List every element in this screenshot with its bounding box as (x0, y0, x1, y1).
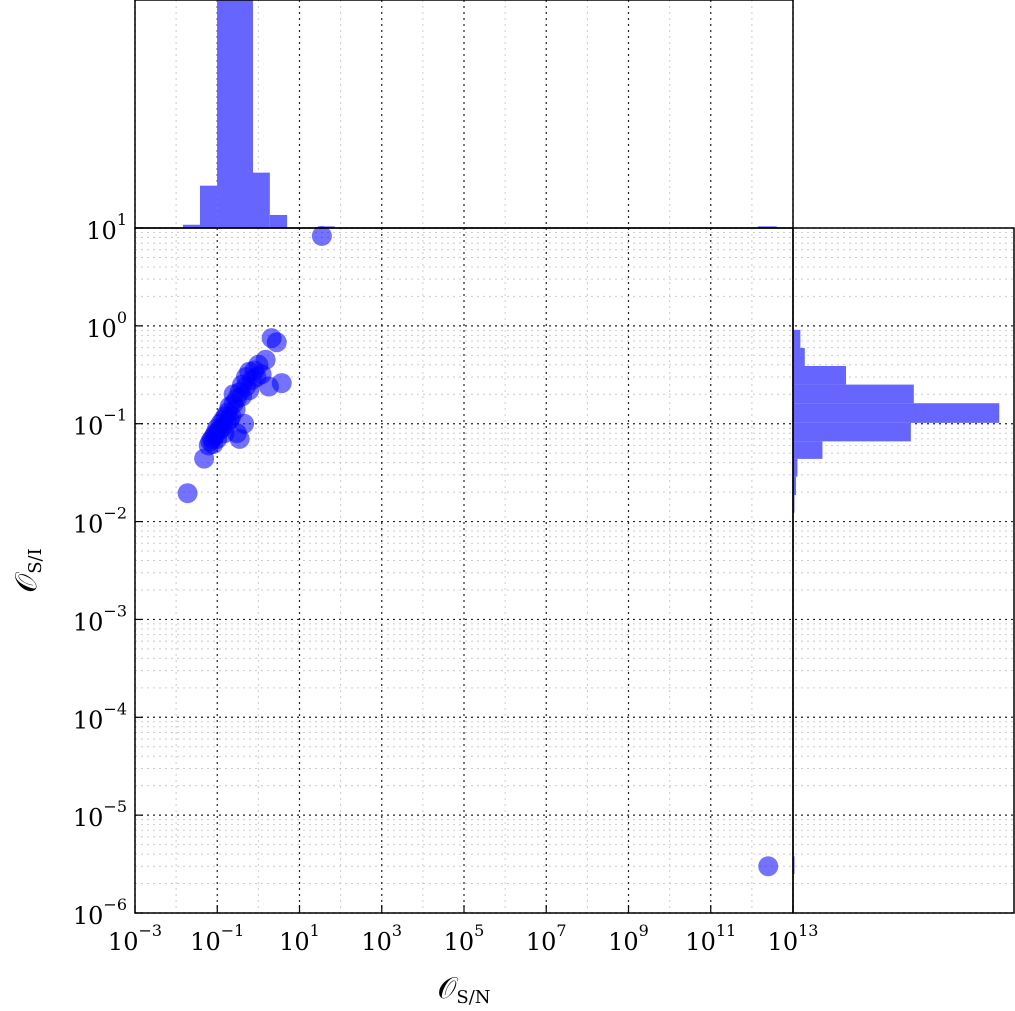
hist-bar (183, 224, 200, 228)
hist-bar (793, 441, 823, 459)
point (229, 428, 250, 449)
hist-bar (793, 347, 805, 366)
y-tick-label: 100 (86, 307, 127, 342)
y-tick-label: 10−5 (73, 797, 127, 832)
x-tick-label: 105 (444, 921, 485, 956)
hist-bar (217, 0, 235, 228)
hist-bar (252, 172, 270, 228)
point (271, 373, 292, 394)
labels: 10−3 10−1 101 103 105 107 109 1011 1013 10−6 10−5 1… (9, 210, 818, 1009)
hist-bar (793, 476, 796, 496)
hist-bar (793, 384, 914, 404)
x-tick-label: 10−3 (108, 921, 162, 956)
hist-bar (199, 185, 218, 228)
x-tick-label: 101 (279, 921, 320, 956)
point (234, 413, 255, 434)
point (758, 856, 779, 877)
y-tick-label: 10−1 (73, 405, 127, 440)
hist-bar (793, 403, 1000, 423)
y-axis-label: 𝒪S/I (9, 548, 46, 592)
x-tick-label: 10−1 (190, 921, 244, 956)
x-axis-label: 𝒪S/N (437, 971, 490, 1008)
point (177, 483, 198, 504)
point (255, 349, 276, 370)
x-tick-label: 1013 (768, 921, 819, 956)
x-tick-label: 1011 (685, 921, 736, 956)
y-tick-label: 10−3 (73, 601, 127, 636)
hist-bar (793, 365, 847, 385)
hist-bar (757, 226, 777, 228)
frames (134, 0, 1015, 914)
hist-bar (234, 0, 253, 228)
y-tick-label: 101 (86, 210, 127, 245)
marks (177, 0, 1000, 877)
y-tick-label: 10−6 (73, 895, 127, 930)
point (311, 225, 332, 246)
y-tick-label: 10−2 (73, 503, 127, 538)
hist-bar (793, 329, 801, 348)
y-tick-label: 10−4 (73, 699, 127, 734)
hist-bar (269, 214, 288, 228)
point (266, 332, 287, 353)
hist-bar (317, 226, 335, 228)
x-tick-label: 107 (526, 921, 567, 956)
hist-bar (793, 458, 798, 477)
hist-bar (793, 422, 911, 442)
x-tick-label: 109 (608, 921, 649, 956)
x-tick-label: 103 (361, 921, 402, 956)
